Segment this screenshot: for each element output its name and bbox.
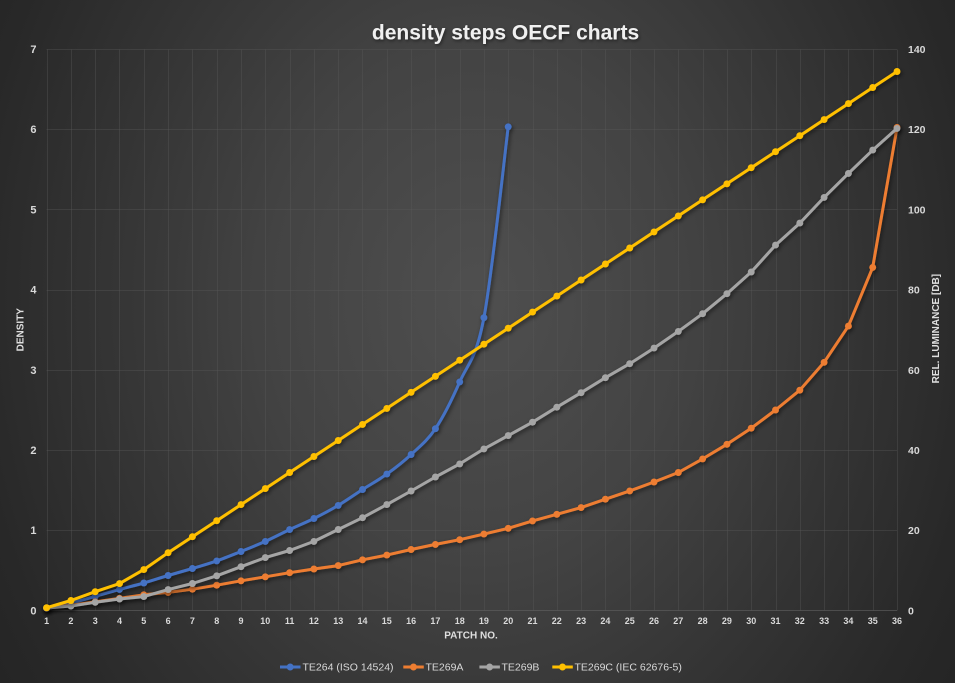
svg-text:6: 6 [166,616,171,626]
svg-text:14: 14 [357,616,367,626]
svg-text:22: 22 [552,616,562,626]
svg-text:PATCH NO.: PATCH NO. [444,631,498,642]
svg-text:36: 36 [892,616,902,626]
svg-text:27: 27 [673,616,683,626]
svg-text:6: 6 [30,124,36,136]
svg-text:4: 4 [117,616,122,626]
svg-text:3: 3 [93,616,98,626]
svg-text:12: 12 [309,616,319,626]
svg-text:33: 33 [819,616,829,626]
svg-text:35: 35 [868,616,878,626]
svg-text:31: 31 [770,616,780,626]
svg-text:23: 23 [576,616,586,626]
svg-text:2: 2 [30,445,36,457]
svg-text:28: 28 [698,616,708,626]
svg-text:32: 32 [795,616,805,626]
svg-text:TE269B: TE269B [502,662,540,674]
svg-text:4: 4 [30,285,37,297]
svg-text:5: 5 [30,204,36,216]
svg-text:7: 7 [30,44,36,56]
svg-text:TE264 (ISO 14524): TE264 (ISO 14524) [303,662,394,674]
svg-text:0: 0 [30,605,36,617]
svg-text:140: 140 [908,44,926,56]
svg-text:TE269A: TE269A [426,662,464,674]
svg-text:40: 40 [908,445,920,457]
svg-text:34: 34 [843,616,853,626]
svg-text:20: 20 [908,525,920,537]
svg-text:7: 7 [190,616,195,626]
svg-text:80: 80 [908,285,920,297]
svg-text:21: 21 [527,616,537,626]
svg-text:60: 60 [908,365,920,377]
svg-text:3: 3 [30,365,36,377]
svg-text:29: 29 [722,616,732,626]
svg-text:density steps OECF charts: density steps OECF charts [372,21,639,44]
svg-text:19: 19 [479,616,489,626]
svg-text:120: 120 [908,124,926,136]
svg-text:1: 1 [44,616,49,626]
svg-text:TE269C (IEC 62676-5): TE269C (IEC 62676-5) [575,662,682,674]
svg-text:2: 2 [68,616,73,626]
svg-text:10: 10 [260,616,270,626]
svg-text:REL. LUMINANCE [DB]: REL. LUMINANCE [DB] [931,274,942,383]
svg-text:5: 5 [141,616,146,626]
svg-text:1: 1 [30,525,36,537]
svg-text:17: 17 [430,616,440,626]
svg-text:24: 24 [600,616,610,626]
svg-text:15: 15 [382,616,392,626]
svg-text:20: 20 [503,616,513,626]
svg-text:DENSITY: DENSITY [16,308,27,352]
svg-text:100: 100 [908,204,926,216]
svg-text:9: 9 [238,616,243,626]
svg-text:8: 8 [214,616,219,626]
svg-text:16: 16 [406,616,416,626]
svg-text:26: 26 [649,616,659,626]
svg-text:0: 0 [908,605,914,617]
svg-text:18: 18 [455,616,465,626]
svg-text:25: 25 [625,616,635,626]
svg-text:30: 30 [746,616,756,626]
svg-text:13: 13 [333,616,343,626]
svg-text:11: 11 [285,616,295,626]
